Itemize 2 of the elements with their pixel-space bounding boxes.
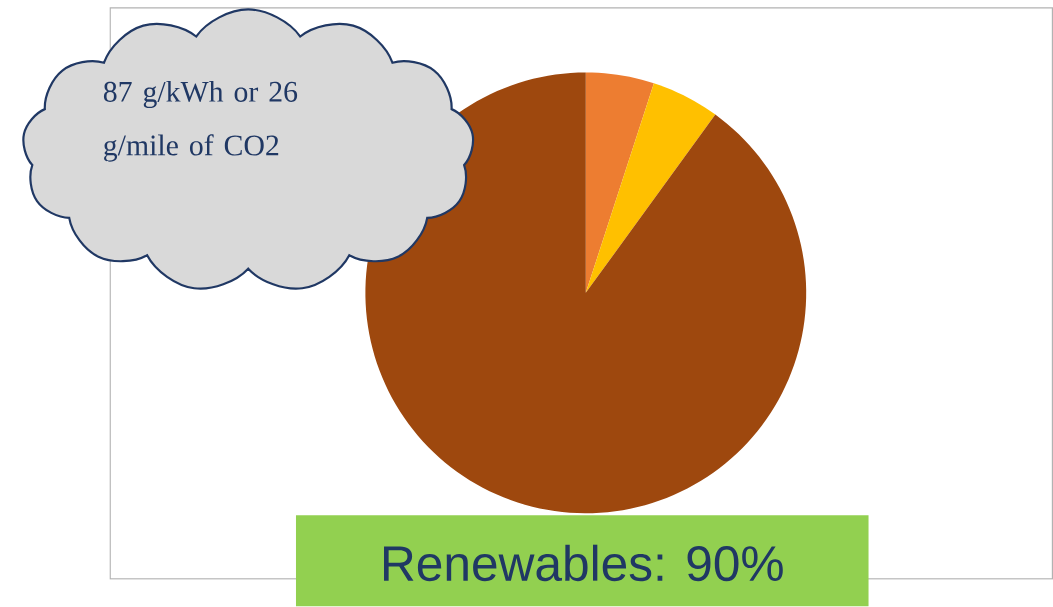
text: 87 g/kWh or 26 g/mile of CO2 — [103, 81, 298, 162]
text: Renewables: 90% — [384, 544, 783, 582]
